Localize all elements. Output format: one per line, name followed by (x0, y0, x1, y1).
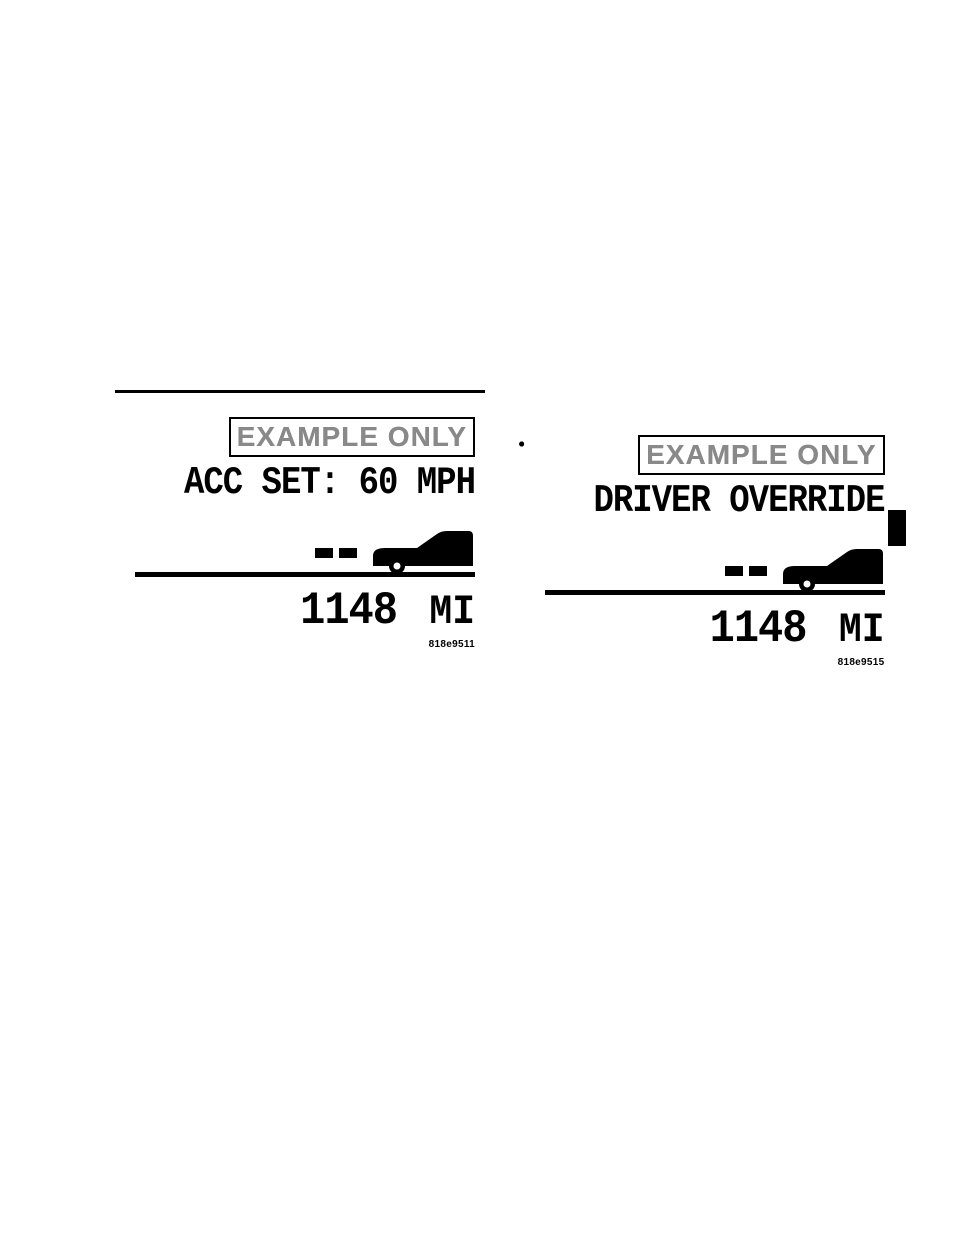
odometer-unit: MI (429, 589, 475, 636)
lcd-panel-driver-override: EXAMPLE ONLY DRIVER OVERRIDE 1148 (545, 435, 885, 668)
vehicle-distance-row (545, 539, 885, 595)
distance-bars (315, 548, 357, 558)
car-icon (365, 528, 475, 574)
car-icon (775, 546, 885, 592)
example-only-wrap: EXAMPLE ONLY (545, 435, 885, 475)
figure-code: 818e9511 (135, 639, 475, 650)
section-rule (115, 390, 485, 393)
odometer-unit: MI (839, 607, 885, 654)
example-only-wrap: EXAMPLE ONLY (135, 417, 475, 457)
left-column: EXAMPLE ONLY ACC SET: 60 MPH 1148 (115, 417, 485, 668)
distance-bar (749, 566, 767, 576)
lcd-status-line: ACC SET: 60 MPH (135, 462, 475, 506)
two-column-layout: EXAMPLE ONLY ACC SET: 60 MPH 1148 (115, 417, 894, 668)
odometer-value: 1148 (710, 603, 807, 656)
example-only-badge: EXAMPLE ONLY (638, 435, 884, 475)
distance-bar (315, 548, 333, 558)
figure-code: 818e9515 (545, 657, 885, 668)
lcd-status-line: DRIVER OVERRIDE (545, 480, 885, 524)
distance-bars (725, 566, 767, 576)
vehicle-distance-row (135, 521, 475, 577)
example-only-badge: EXAMPLE ONLY (229, 417, 475, 457)
distance-bar (725, 566, 743, 576)
lcd-panel-acc-set: EXAMPLE ONLY ACC SET: 60 MPH 1148 (135, 417, 475, 650)
odometer-row: 1148 MI (135, 587, 475, 635)
right-column: EXAMPLE ONLY DRIVER OVERRIDE 1148 (515, 417, 895, 668)
distance-bar (339, 548, 357, 558)
odometer-value: 1148 (300, 585, 397, 638)
page-content: EXAMPLE ONLY ACC SET: 60 MPH 1148 (115, 390, 894, 668)
odometer-row: 1148 MI (545, 605, 885, 653)
